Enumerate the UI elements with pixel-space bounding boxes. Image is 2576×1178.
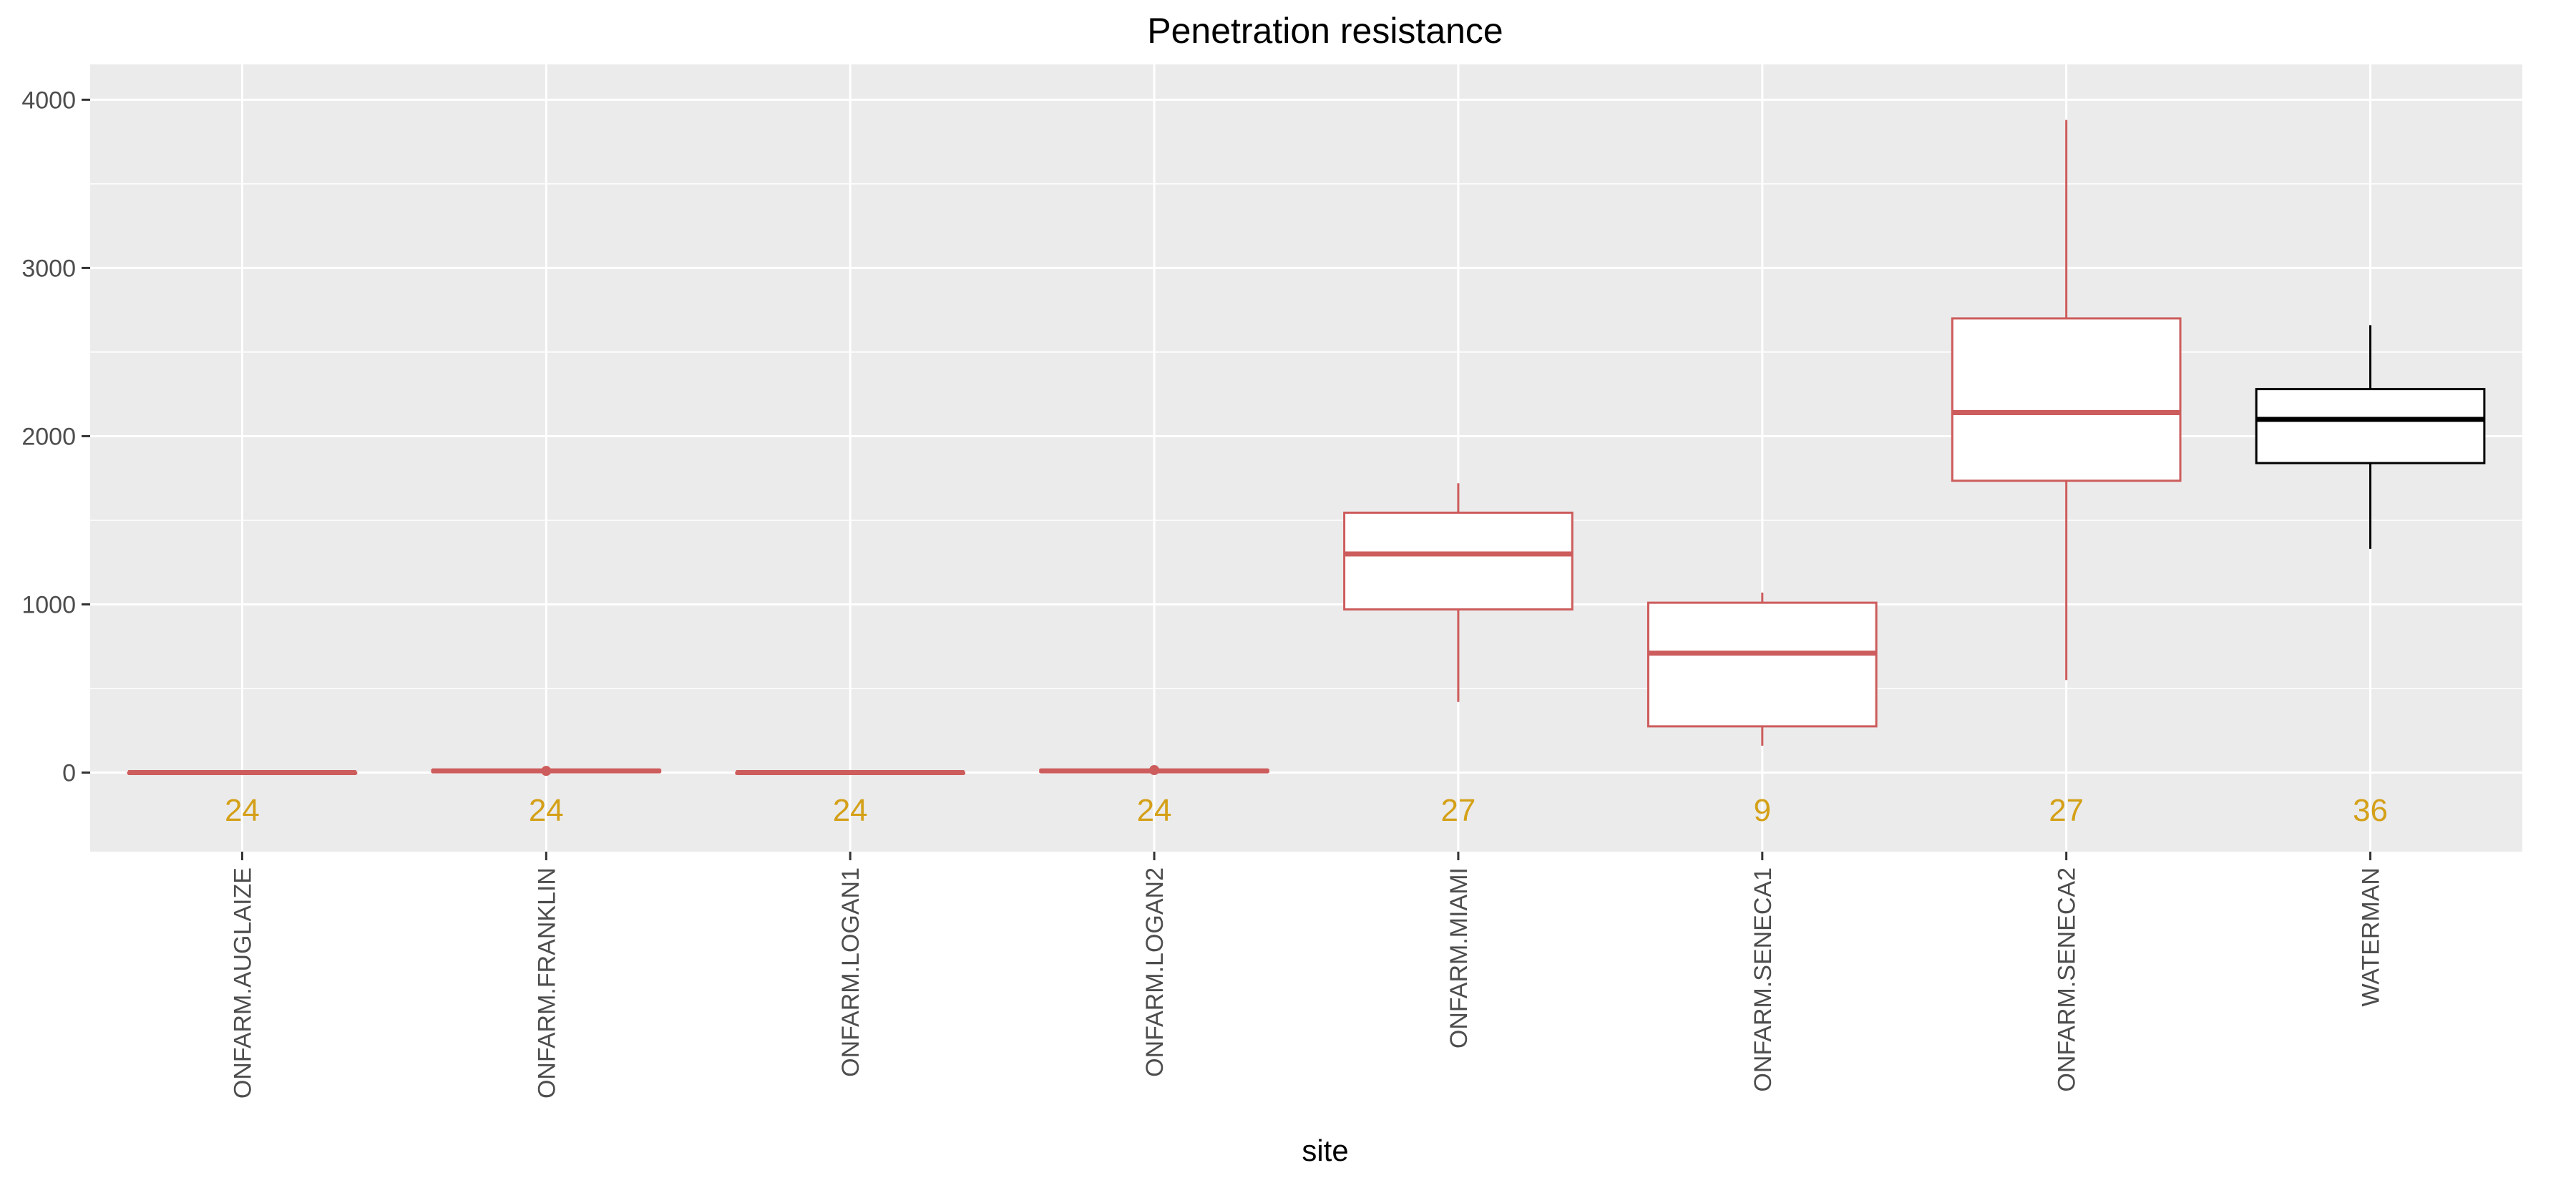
count-label: 27 [2049, 793, 2084, 828]
box-ONFARM.LOGAN2 [1039, 765, 1269, 776]
y-tick-label: 1000 [21, 591, 76, 618]
box-iqr [1951, 317, 2182, 482]
count-label: 24 [1137, 793, 1172, 828]
box-iqr [2255, 388, 2486, 464]
count-label: 27 [1440, 793, 1475, 828]
chart-title: Penetration resistance [1147, 11, 1503, 51]
x-tick-label: ONFARM.AUGLAIZE [229, 867, 256, 1099]
box-iqr [1646, 601, 1878, 728]
y-tick-label: 3000 [21, 255, 76, 282]
x-tick-label: ONFARM.LOGAN2 [1141, 867, 1169, 1077]
count-label: 24 [225, 793, 260, 828]
box-outlier [1149, 765, 1160, 776]
x-tick-label: ONFARM.FRANKLIN [533, 867, 560, 1099]
y-tick-label: 0 [62, 760, 76, 787]
count-labels: 24 24 24 24 27 9 27 36 [225, 793, 2388, 828]
box-ONFARM.SENECA1 [1646, 593, 1878, 746]
box-WATERMAN [2255, 325, 2486, 549]
y-axis: 0 1000 2000 3000 4000 [21, 87, 90, 787]
x-tick-label: ONFARM.SENECA1 [1750, 867, 1777, 1092]
box-ONFARM.LOGAN1 [735, 770, 966, 776]
boxes [127, 120, 2486, 777]
box-ONFARM.AUGLAIZE [127, 770, 358, 776]
y-tick-label: 2000 [21, 423, 76, 450]
y-tick-label: 4000 [21, 87, 76, 114]
x-tick-label: ONFARM.MIAMI [1445, 867, 1473, 1048]
x-axis: ONFARM.AUGLAIZE ONFARM.FRANKLIN ONFARM.LOG… [229, 852, 2385, 1099]
x-tick-label: ONFARM.SENECA2 [2054, 867, 2081, 1092]
x-axis-title: site [1302, 1134, 1348, 1167]
box-ONFARM.MIAMI [1343, 483, 1574, 702]
box-iqr [1343, 511, 1574, 611]
box-ONFARM.FRANKLIN [431, 766, 662, 777]
box-ONFARM.SENECA2 [1951, 120, 2182, 681]
x-tick-label: WATERMAN [2358, 867, 2385, 1007]
count-label: 24 [833, 793, 868, 828]
box-outlier [541, 766, 552, 777]
count-label: 36 [2353, 793, 2388, 828]
count-label: 24 [529, 793, 564, 828]
x-tick-label: ONFARM.LOGAN1 [837, 867, 864, 1077]
count-label: 9 [1754, 793, 1771, 828]
